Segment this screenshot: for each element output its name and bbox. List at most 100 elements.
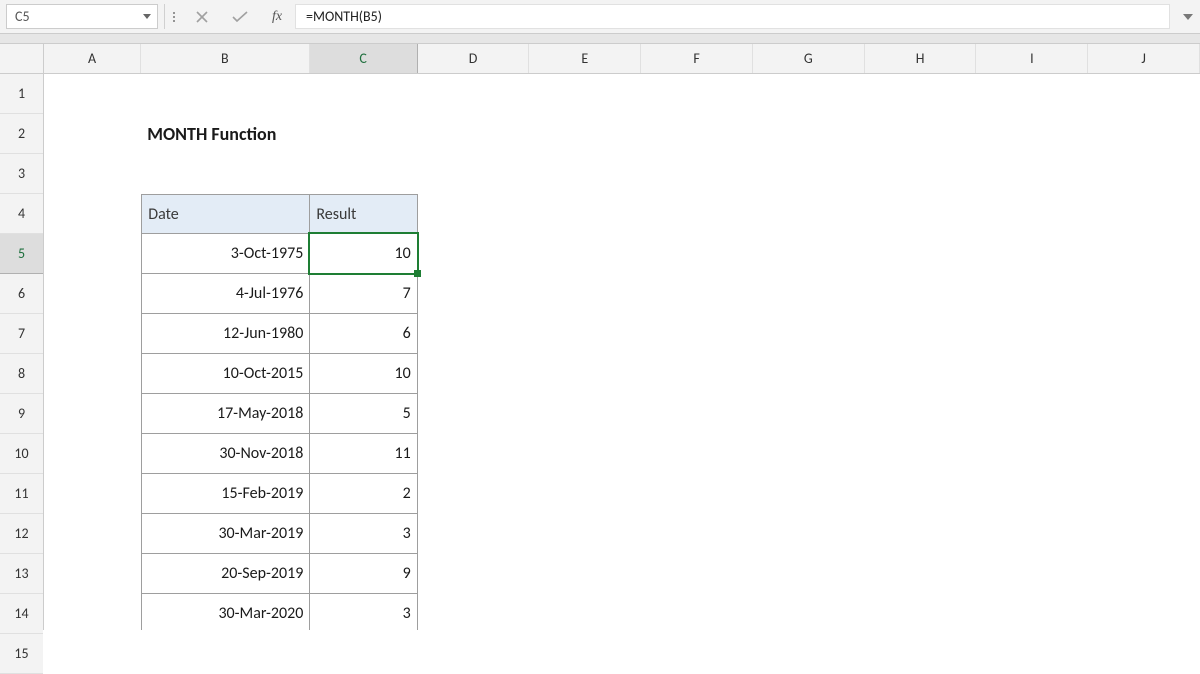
cell-B10[interactable]: 30-Nov-2018 (141, 434, 309, 474)
row-header-5[interactable]: 5 (0, 234, 43, 274)
cell-H11[interactable] (865, 474, 977, 514)
cell-A7[interactable] (44, 314, 141, 354)
cell-I2[interactable] (976, 114, 1088, 154)
cell-E7[interactable] (529, 314, 641, 354)
cell-G1[interactable] (753, 74, 865, 114)
cell-G2[interactable] (753, 114, 865, 154)
cell-A5[interactable] (44, 234, 141, 274)
column-header-i[interactable]: I (976, 44, 1088, 73)
cell-H2[interactable] (865, 114, 977, 154)
cell-J4[interactable] (1088, 194, 1200, 234)
cell-E13[interactable] (529, 554, 641, 594)
cell-B8[interactable]: 10-Oct-2015 (141, 354, 309, 394)
cell-F4[interactable] (641, 194, 753, 234)
cell-I4[interactable] (977, 194, 1089, 234)
cell-J11[interactable] (1088, 474, 1200, 514)
row-header-14[interactable]: 14 (0, 594, 43, 634)
cell-A11[interactable] (44, 474, 141, 514)
cell-C14[interactable]: 3 (309, 594, 417, 630)
cell-C2[interactable] (309, 114, 417, 154)
cell-D5[interactable] (418, 234, 530, 274)
row-header-15[interactable]: 15 (0, 634, 43, 674)
cell-C6[interactable]: 7 (309, 274, 417, 314)
cell-F1[interactable] (641, 74, 753, 114)
row-header-6[interactable]: 6 (0, 274, 43, 314)
cell-D10[interactable] (418, 434, 530, 474)
cell-I14[interactable] (977, 594, 1089, 630)
cell-H6[interactable] (865, 274, 977, 314)
cell-D13[interactable] (418, 554, 530, 594)
cell-J9[interactable] (1088, 394, 1200, 434)
cell-C12[interactable]: 3 (309, 514, 417, 554)
cell-H4[interactable] (865, 194, 977, 234)
cell-D12[interactable] (418, 514, 530, 554)
cell-G3[interactable] (753, 154, 865, 194)
cell-D7[interactable] (418, 314, 530, 354)
cell-B11[interactable]: 15-Feb-2019 (141, 474, 309, 514)
cell-J3[interactable] (1088, 154, 1200, 194)
cell-C10[interactable]: 11 (309, 434, 417, 474)
cell-D11[interactable] (418, 474, 530, 514)
row-header-13[interactable]: 13 (0, 554, 43, 594)
cell-G5[interactable] (753, 234, 865, 274)
cell-J7[interactable] (1088, 314, 1200, 354)
cell-D4[interactable] (418, 194, 530, 234)
cell-J12[interactable] (1088, 514, 1200, 554)
expand-formula-bar-button[interactable] (1176, 0, 1200, 33)
cell-I5[interactable] (977, 234, 1089, 274)
cell-A3[interactable] (44, 154, 141, 194)
cell-A13[interactable] (44, 554, 141, 594)
cell-E2[interactable] (529, 114, 641, 154)
cell-J2[interactable] (1088, 114, 1200, 154)
cell-E12[interactable] (529, 514, 641, 554)
cell-E8[interactable] (529, 354, 641, 394)
column-header-a[interactable]: A (44, 44, 141, 73)
cell-B13[interactable]: 20-Sep-2019 (141, 554, 309, 594)
cell-I3[interactable] (976, 154, 1088, 194)
cell-D3[interactable] (417, 154, 529, 194)
cell-J8[interactable] (1088, 354, 1200, 394)
cell-F3[interactable] (641, 154, 753, 194)
cell-A6[interactable] (44, 274, 141, 314)
column-header-j[interactable]: J (1088, 44, 1200, 73)
cell-F14[interactable] (641, 594, 753, 630)
enter-button[interactable] (221, 0, 259, 33)
cell-E6[interactable] (529, 274, 641, 314)
cell-G13[interactable] (753, 554, 865, 594)
cell-J6[interactable] (1088, 274, 1200, 314)
row-header-7[interactable]: 7 (0, 314, 43, 354)
cell-G9[interactable] (753, 394, 865, 434)
cell-D8[interactable] (418, 354, 530, 394)
cell-A9[interactable] (44, 394, 141, 434)
cell-J13[interactable] (1088, 554, 1200, 594)
cell-E11[interactable] (529, 474, 641, 514)
cell-E1[interactable] (529, 74, 641, 114)
cell-B9[interactable]: 17-May-2018 (141, 394, 309, 434)
cell-F5[interactable] (641, 234, 753, 274)
cell-B5[interactable]: 3-Oct-1975 (141, 234, 309, 274)
cell-A4[interactable] (44, 194, 141, 234)
column-header-g[interactable]: G (753, 44, 865, 73)
select-all-corner[interactable] (0, 44, 43, 74)
column-header-f[interactable]: F (641, 44, 753, 73)
cell-I7[interactable] (977, 314, 1089, 354)
cell-E9[interactable] (529, 394, 641, 434)
column-header-c[interactable]: C (310, 44, 418, 73)
cell-I8[interactable] (977, 354, 1089, 394)
cell-F13[interactable] (641, 554, 753, 594)
cell-A8[interactable] (44, 354, 141, 394)
row-header-2[interactable]: 2 (0, 114, 43, 154)
cell-A12[interactable] (44, 514, 141, 554)
row-header-10[interactable]: 10 (0, 434, 43, 474)
cell-A10[interactable] (44, 434, 141, 474)
cell-C7[interactable]: 6 (309, 314, 417, 354)
row-header-8[interactable]: 8 (0, 354, 43, 394)
row-header-1[interactable]: 1 (0, 74, 43, 114)
cell-B6[interactable]: 4-Jul-1976 (141, 274, 309, 314)
cell-H1[interactable] (865, 74, 977, 114)
drag-handle-icon[interactable] (165, 0, 183, 33)
cell-J14[interactable] (1088, 594, 1200, 630)
name-box[interactable]: C5 (6, 4, 158, 29)
cell-D6[interactable] (418, 274, 530, 314)
cell-G8[interactable] (753, 354, 865, 394)
